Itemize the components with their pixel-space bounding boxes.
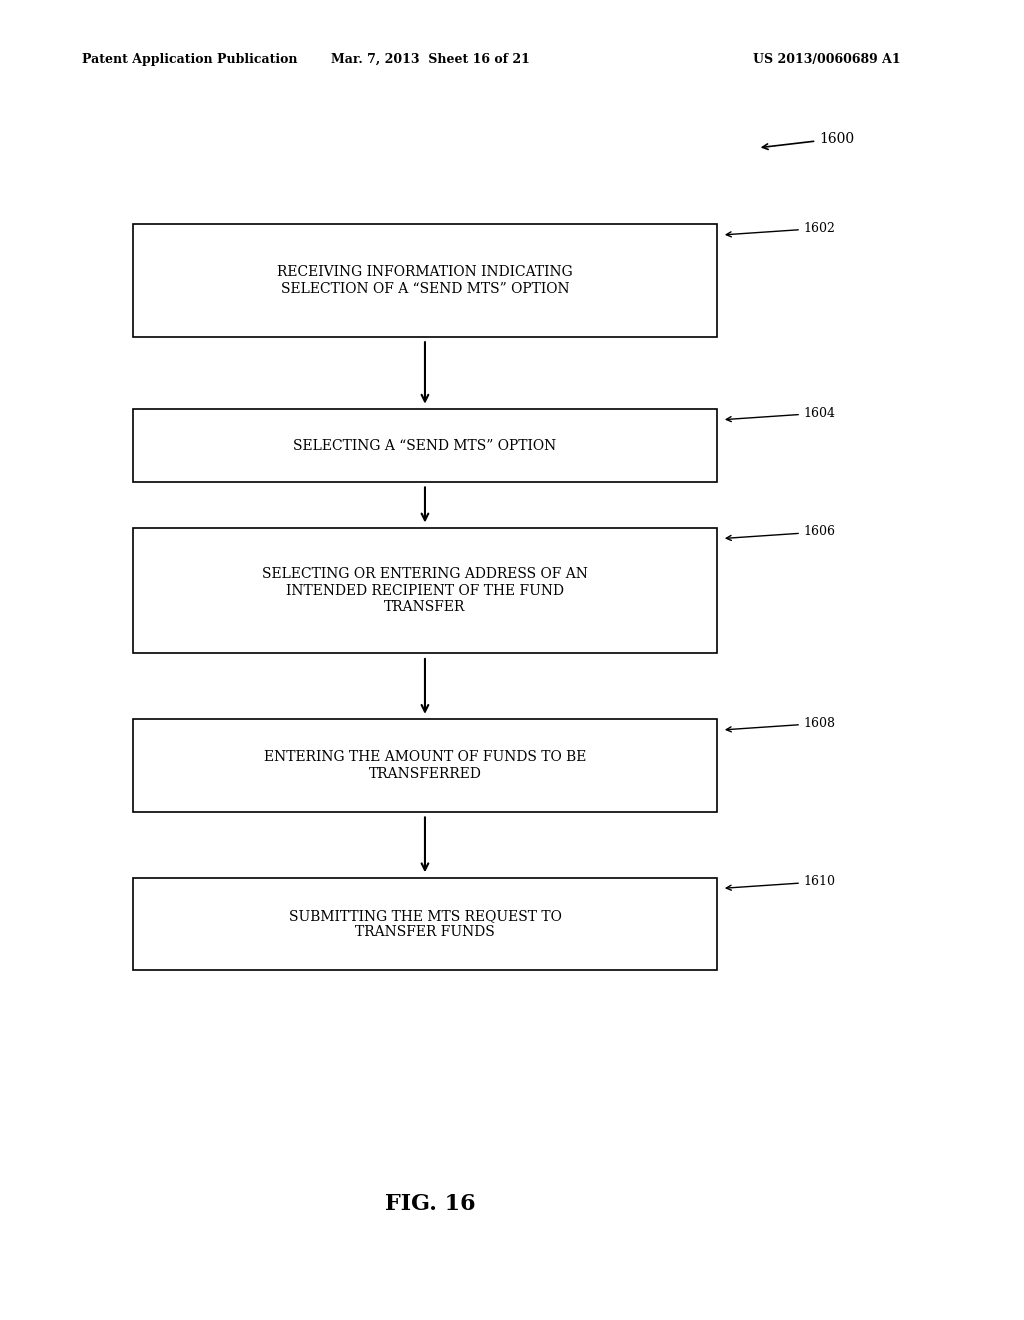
Text: SELECTING OR ENTERING ADDRESS OF AN
INTENDED RECIPIENT OF THE FUND
TRANSFER: SELECTING OR ENTERING ADDRESS OF AN INTE… [262, 568, 588, 614]
Text: Patent Application Publication: Patent Application Publication [82, 53, 297, 66]
Text: RECEIVING INFORMATION INDICATING
SELECTION OF A “SEND MTS” OPTION: RECEIVING INFORMATION INDICATING SELECTI… [278, 265, 572, 296]
FancyBboxPatch shape [133, 878, 717, 970]
Text: Mar. 7, 2013  Sheet 16 of 21: Mar. 7, 2013 Sheet 16 of 21 [331, 53, 529, 66]
Text: 1606: 1606 [726, 525, 836, 540]
FancyBboxPatch shape [133, 528, 717, 653]
Text: FIG. 16: FIG. 16 [385, 1193, 475, 1214]
Text: US 2013/0060689 A1: US 2013/0060689 A1 [754, 53, 901, 66]
FancyBboxPatch shape [133, 224, 717, 337]
FancyBboxPatch shape [133, 409, 717, 482]
Text: 1604: 1604 [726, 407, 836, 421]
Text: 1602: 1602 [726, 222, 836, 236]
Text: 1600: 1600 [763, 132, 854, 149]
Text: SELECTING A “SEND MTS” OPTION: SELECTING A “SEND MTS” OPTION [293, 438, 557, 453]
Text: 1608: 1608 [726, 717, 836, 731]
Text: SUBMITTING THE MTS REQUEST TO
TRANSFER FUNDS: SUBMITTING THE MTS REQUEST TO TRANSFER F… [289, 909, 561, 939]
Text: 1610: 1610 [726, 875, 836, 890]
FancyBboxPatch shape [133, 719, 717, 812]
Text: ENTERING THE AMOUNT OF FUNDS TO BE
TRANSFERRED: ENTERING THE AMOUNT OF FUNDS TO BE TRANS… [264, 751, 586, 780]
